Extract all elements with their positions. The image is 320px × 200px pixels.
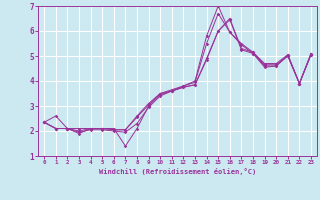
X-axis label: Windchill (Refroidissement éolien,°C): Windchill (Refroidissement éolien,°C) <box>99 168 256 175</box>
